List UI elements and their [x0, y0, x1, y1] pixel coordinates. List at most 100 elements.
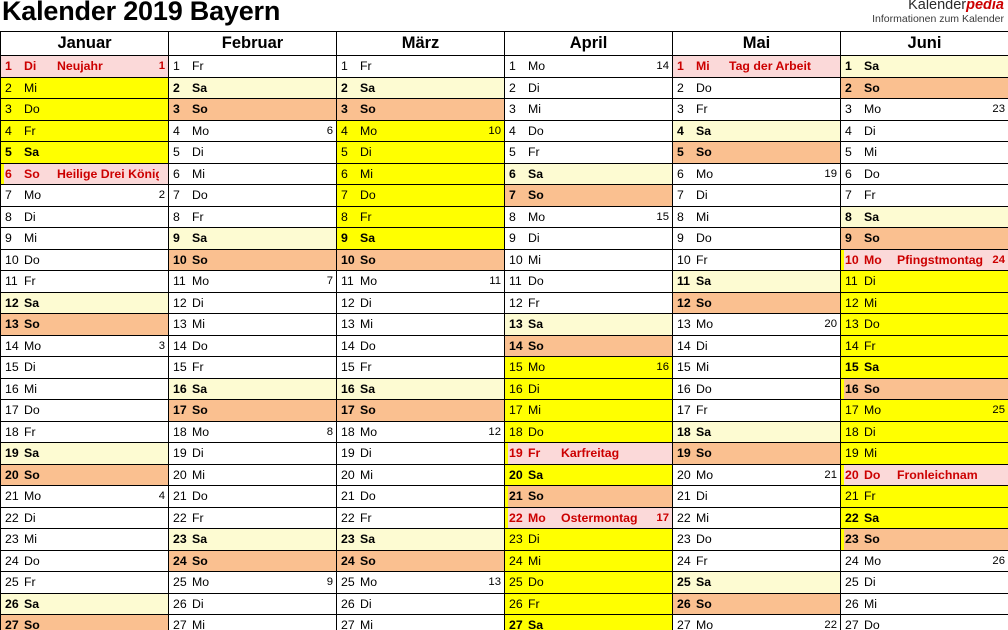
day-cell-mai-7: 7 Di	[672, 184, 841, 207]
day-number: 18	[173, 424, 187, 439]
day-number: 12	[173, 295, 187, 310]
calendar-row: 4 Fr 4 Mo 6 4 Mo 10 4 Do 4 Sa 4 Di	[0, 119, 1008, 142]
day-of-week: Fr	[360, 510, 372, 525]
day-of-week: Fr	[24, 123, 36, 138]
day-number: 13	[5, 317, 19, 332]
day-number: 2	[845, 80, 852, 95]
day-number: 8	[5, 209, 12, 224]
day-number: 23	[845, 532, 859, 547]
day-of-week: Mi	[696, 209, 709, 224]
day-of-week: Sa	[528, 166, 544, 181]
day-of-week: Sa	[24, 446, 40, 461]
day-number: 20	[5, 467, 19, 482]
day-cell-februar-5: 5 Di	[168, 141, 337, 164]
week-number: 21	[824, 468, 837, 481]
day-cell-februar-1: 1 Fr	[168, 55, 337, 78]
day-of-week: So	[360, 403, 376, 418]
day-number: 21	[341, 489, 355, 504]
day-cell-april-2: 2 Di	[504, 76, 673, 99]
day-number: 19	[341, 446, 355, 461]
day-cell-märz-9: 9 Sa	[336, 227, 505, 250]
day-number: 22	[845, 510, 859, 525]
day-number: 7	[5, 188, 12, 203]
day-number: 1	[341, 59, 348, 74]
day-cell-februar-19: 19 Di	[168, 442, 337, 465]
day-of-week: Mi	[360, 166, 373, 181]
day-of-week: Di	[360, 295, 372, 310]
day-cell-januar-11: 11 Fr	[0, 270, 169, 293]
day-cell-mai-22: 22 Mi	[672, 506, 841, 529]
day-cell-januar-18: 18 Fr	[0, 420, 169, 443]
month-header-märz: März	[336, 31, 505, 56]
day-cell-mai-6: 6 Mo 19	[672, 162, 841, 185]
day-cell-mai-9: 9 Do	[672, 227, 841, 250]
day-of-week: Mi	[528, 553, 541, 568]
day-of-week: Mi	[192, 618, 205, 630]
day-cell-märz-18: 18 Mo 12	[336, 420, 505, 443]
day-cell-februar-2: 2 Sa	[168, 76, 337, 99]
week-number: 17	[656, 511, 669, 524]
month-header-februar: Februar	[168, 31, 337, 56]
brand-name-kalender: Kalender	[908, 0, 967, 13]
week-number: 12	[488, 425, 501, 438]
day-of-week: Do	[864, 166, 880, 181]
day-cell-mai-17: 17 Fr	[672, 399, 841, 422]
day-cell-april-6: 6 Sa	[504, 162, 673, 185]
day-cell-juni-19: 19 Mi	[840, 442, 1008, 465]
day-of-week: Di	[192, 446, 204, 461]
day-of-week: Mo	[192, 274, 210, 289]
day-cell-mai-23: 23 Do	[672, 528, 841, 551]
day-of-week: Mo	[192, 123, 210, 138]
day-of-week: Mo	[24, 188, 42, 203]
day-cell-april-1: 1 Mo 14	[504, 55, 673, 78]
day-cell-juni-24: 24 Mo 26	[840, 549, 1008, 572]
day-of-week: Sa	[696, 424, 712, 439]
day-number: 21	[5, 489, 19, 504]
day-number: 6	[173, 166, 180, 181]
day-number: 14	[845, 338, 859, 353]
day-number: 2	[341, 80, 348, 95]
brand-name-pedia: pedia	[966, 0, 1004, 13]
day-cell-mai-26: 26 So	[672, 592, 841, 615]
day-number: 19	[845, 446, 859, 461]
day-of-week: Sa	[192, 532, 208, 547]
day-of-week: Di	[360, 596, 372, 611]
day-cell-juni-14: 14 Fr	[840, 334, 1008, 357]
week-number: 23	[992, 103, 1005, 116]
day-cell-januar-26: 26 Sa	[0, 592, 169, 615]
day-number: 4	[173, 123, 180, 138]
day-cell-juni-22: 22 Sa	[840, 506, 1008, 529]
day-cell-juni-21: 21 Fr	[840, 485, 1008, 508]
day-of-week: Mi	[360, 317, 373, 332]
day-cell-januar-25: 25 Fr	[0, 571, 169, 594]
day-cell-juni-23: 23 So	[840, 528, 1008, 551]
day-of-week: Mo	[864, 553, 882, 568]
day-of-week: Mo	[864, 403, 882, 418]
day-cell-mai-12: 12 So	[672, 291, 841, 314]
day-number: 18	[677, 424, 691, 439]
day-cell-juni-5: 5 Mi	[840, 141, 1008, 164]
day-cell-januar-17: 17 Do	[0, 399, 169, 422]
calendar-row: 6 So Heilige Drei Könige 6 Mi 6 Mi 6 Sa 6 Mo 19 6 Do	[0, 162, 1008, 185]
day-of-week: Do	[696, 381, 712, 396]
day-of-week: So	[192, 252, 208, 267]
calendar-row: 12 Sa 12 Di 12 Di 12 Fr 12 So 12 Mi	[0, 291, 1008, 314]
day-number: 7	[509, 188, 516, 203]
day-cell-juni-1: 1 Sa	[840, 55, 1008, 78]
day-cell-märz-14: 14 Do	[336, 334, 505, 357]
day-number: 12	[509, 295, 523, 310]
day-of-week: Fr	[24, 424, 36, 439]
day-of-week: Di	[192, 295, 204, 310]
day-cell-januar-5: 5 Sa	[0, 141, 169, 164]
calendar-row: 27 So 27 Mi 27 Mi 27 Sa 27 Mo 22 27 Do	[0, 614, 1008, 630]
day-cell-januar-14: 14 Mo 3	[0, 334, 169, 357]
day-of-week: Mo	[696, 467, 714, 482]
day-of-week: Mi	[528, 102, 541, 117]
day-cell-januar-16: 16 Mi	[0, 377, 169, 400]
day-cell-januar-23: 23 Mi	[0, 528, 169, 551]
calendar-row: 2 Mi 2 Sa 2 Sa 2 Di 2 Do 2 So	[0, 76, 1008, 99]
day-of-week: Fr	[528, 446, 541, 461]
day-of-week: So	[696, 295, 712, 310]
day-cell-januar-4: 4 Fr	[0, 119, 169, 142]
day-number: 11	[341, 274, 354, 289]
